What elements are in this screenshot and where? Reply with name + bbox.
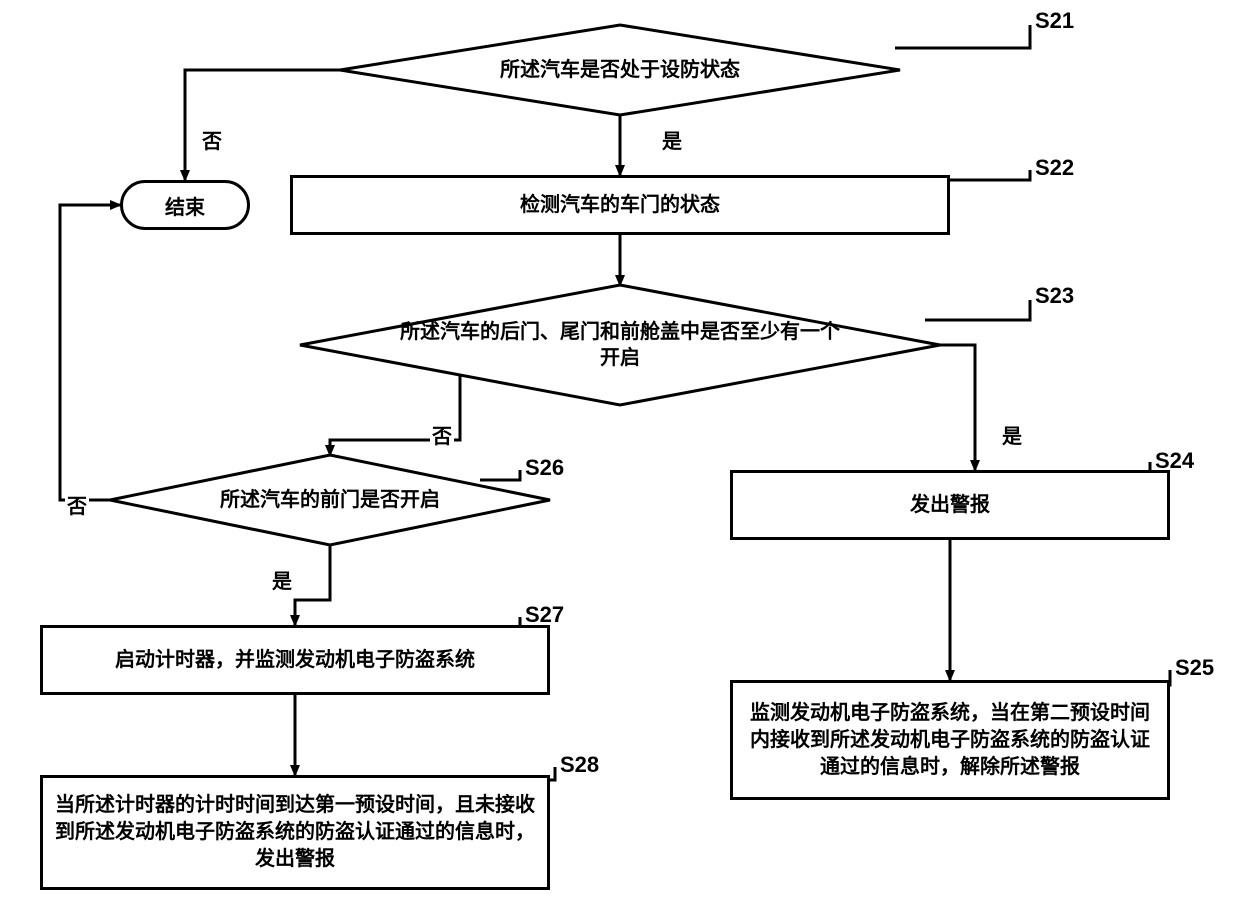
s24-text: 发出警报 [910,492,990,519]
s22-process: 检测汽车的车门的状态 [290,175,950,235]
edge-s23-s24 [940,345,975,470]
step-s25: S25 [1175,655,1214,681]
s21-text: 所述汽车是否处于设防状态 [424,57,816,83]
label-s26-yes: 是 [270,565,294,594]
step-s27: S27 [525,602,564,628]
end-text: 结束 [165,191,205,220]
s23-text: 所述汽车的后门、尾门和前舱盖中是否至少有一个开启 [396,319,844,371]
label-s21-yes: 是 [660,125,684,154]
end-terminator: 结束 [120,180,250,230]
edge-s26-s27 [295,545,330,625]
leader-s23 [925,300,1030,320]
s26-text: 所述汽车的前门是否开启 [198,487,462,513]
step-s28: S28 [560,752,599,778]
leader-s22 [950,170,1030,180]
s28-process: 当所述计时器的计时时间到达第一预设时间，且未接收到所述发动机电子防盗系统的防盗认… [40,775,550,890]
s24-process: 发出警报 [730,470,1170,540]
label-s21-no: 否 [200,125,224,154]
step-s26: S26 [525,455,564,481]
step-s22: S22 [1035,155,1074,181]
label-s23-yes: 是 [1000,420,1024,449]
step-s21: S21 [1035,8,1074,34]
leader-s21 [895,25,1030,48]
s27-text: 启动计时器，并监测发动机电子防盗系统 [115,647,475,674]
s23-decision: 所述汽车的后门、尾门和前舱盖中是否至少有一个开启 [300,285,940,405]
s25-text: 监测发动机电子防盗系统，当在第二预设时间内接收到所述发动机电子防盗系统的防盗认证… [743,700,1157,781]
s27-process: 启动计时器，并监测发动机电子防盗系统 [40,625,550,695]
s25-process: 监测发动机电子防盗系统，当在第二预设时间内接收到所述发动机电子防盗系统的防盗认证… [730,680,1170,800]
label-s23-no: 否 [430,420,454,449]
s21-decision: 所述汽车是否处于设防状态 [340,25,900,115]
step-s24: S24 [1155,448,1194,474]
s22-text: 检测汽车的车门的状态 [520,192,720,219]
label-s26-no: 否 [65,490,89,519]
s26-decision: 所述汽车的前门是否开启 [110,455,550,545]
s28-text: 当所述计时器的计时时间到达第一预设时间，且未接收到所述发动机电子防盗系统的防盗认… [53,792,537,873]
step-s23: S23 [1035,283,1074,309]
